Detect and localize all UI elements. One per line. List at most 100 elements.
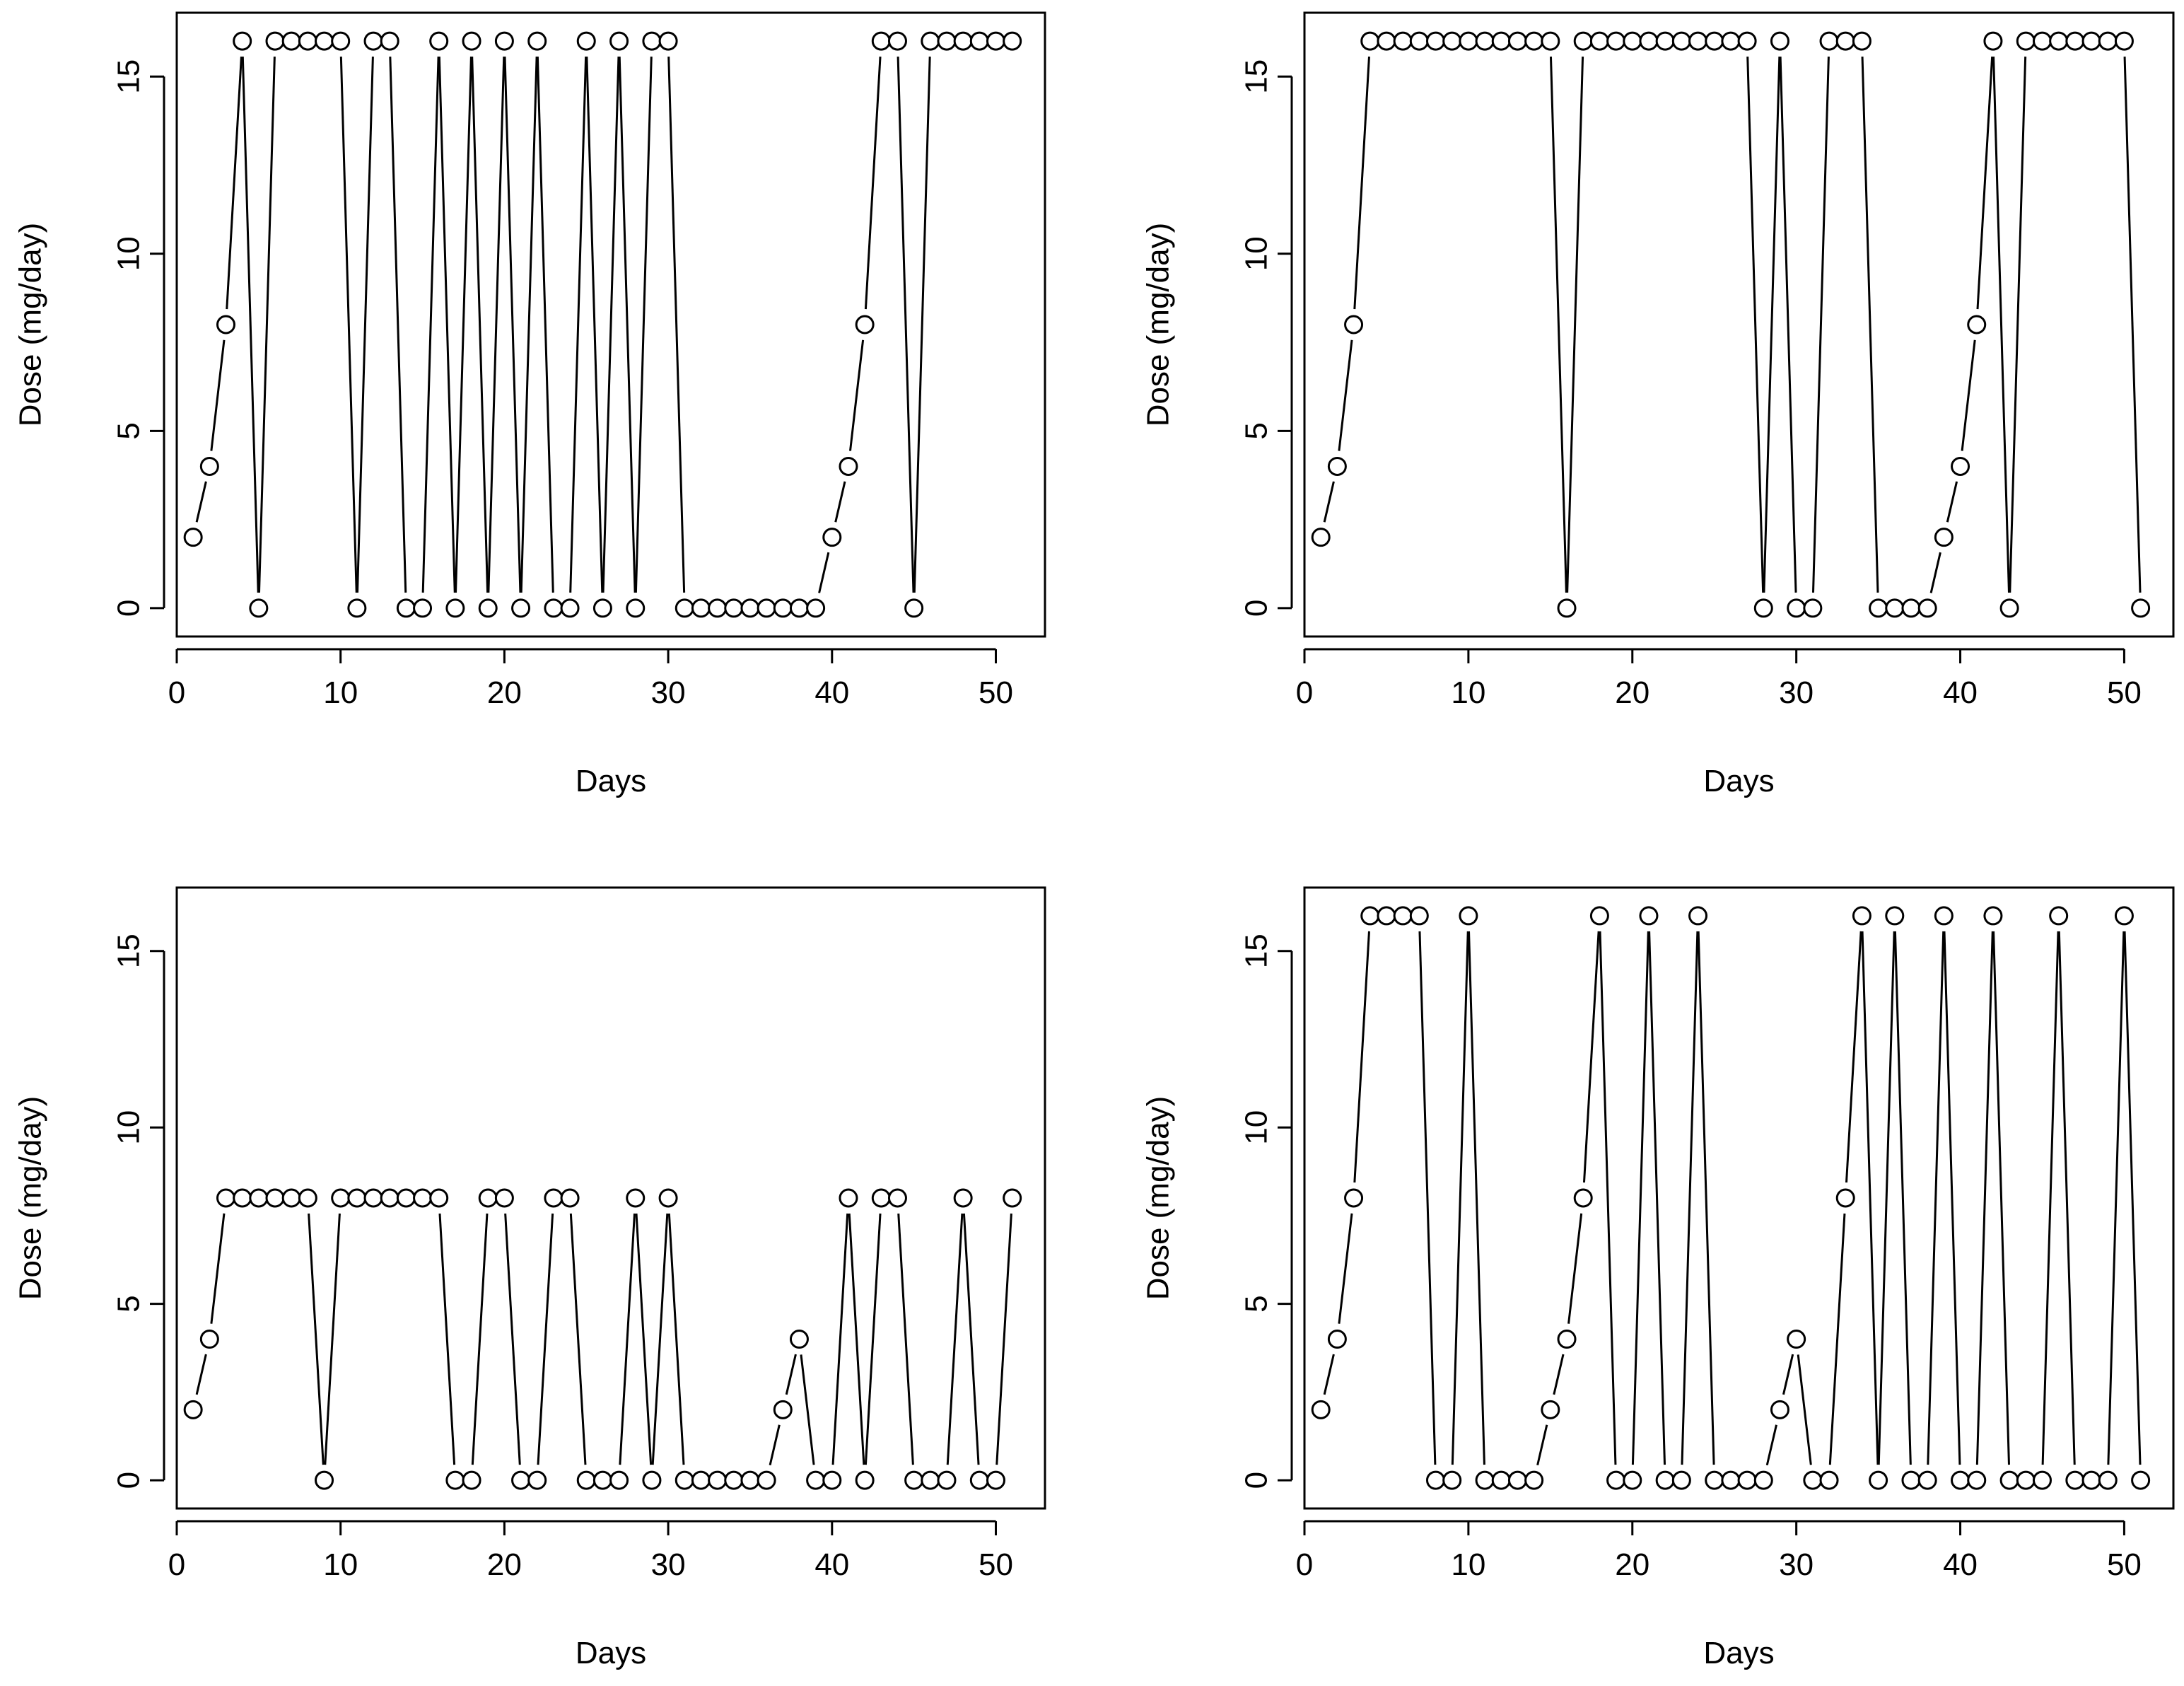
series-line-segment xyxy=(897,1213,914,1465)
data-point xyxy=(986,1470,1005,1490)
data-point xyxy=(658,1188,678,1208)
data-point xyxy=(1753,1470,1773,1490)
data-point xyxy=(1885,598,1905,618)
data-point xyxy=(708,598,728,618)
data-point xyxy=(871,1188,891,1208)
data-point xyxy=(953,31,973,51)
series-line-segment xyxy=(1845,931,1862,1183)
data-point xyxy=(183,1400,203,1419)
data-point xyxy=(724,598,744,618)
series-line-segment xyxy=(389,57,407,593)
data-point xyxy=(1835,31,1855,51)
series-line-segment xyxy=(1338,1213,1353,1324)
data-point xyxy=(1999,598,2019,618)
x-tick-label: 0 xyxy=(1296,675,1313,710)
data-point xyxy=(1344,315,1364,335)
data-point xyxy=(183,528,203,547)
series-line-segment xyxy=(2123,931,2142,1465)
y-tick-label: 10 xyxy=(112,1110,146,1145)
series-line-segment xyxy=(831,1213,849,1465)
series-line-segment xyxy=(585,57,604,593)
x-tick-label: 20 xyxy=(487,1547,522,1582)
data-point xyxy=(576,1470,596,1490)
data-point xyxy=(1983,906,2003,926)
data-point xyxy=(1003,1188,1022,1208)
data-point xyxy=(592,598,612,618)
data-point xyxy=(822,528,842,547)
data-point xyxy=(413,1188,433,1208)
data-point xyxy=(1623,1470,1642,1490)
data-point xyxy=(1311,1400,1331,1419)
x-tick-label: 10 xyxy=(1451,1547,1485,1582)
series-line-segment xyxy=(1765,1424,1777,1466)
series-line-segment xyxy=(1779,57,1797,593)
series-dose xyxy=(1311,906,2151,1490)
data-point xyxy=(789,598,809,618)
data-point xyxy=(1967,315,1987,335)
series-line-segment xyxy=(1763,57,1781,593)
data-point xyxy=(1869,1470,1888,1490)
data-point xyxy=(265,1188,285,1208)
series-line-segment xyxy=(946,1213,964,1465)
y-tick-label: 10 xyxy=(112,236,146,271)
data-point xyxy=(1426,1470,1446,1490)
series-line-segment xyxy=(339,57,358,593)
series-line-segment xyxy=(1811,57,1830,593)
series-line-segment xyxy=(471,1213,489,1465)
series-line-segment xyxy=(356,57,374,593)
x-axis-label: Days xyxy=(576,764,646,798)
series-line-segment xyxy=(241,57,259,593)
x-tick-label: 30 xyxy=(651,675,686,710)
data-point xyxy=(1737,1470,1757,1490)
series-line-segment xyxy=(210,339,226,451)
data-point xyxy=(511,1470,531,1490)
x-tick-label: 30 xyxy=(1779,1547,1814,1582)
data-point xyxy=(757,598,776,618)
y-tick-label: 5 xyxy=(1239,422,1274,439)
y-tick-label: 0 xyxy=(1239,600,1274,617)
series-line-segment xyxy=(487,57,506,593)
data-point xyxy=(757,1470,776,1490)
x-tick-label: 50 xyxy=(979,675,1013,710)
series-line-segment xyxy=(1746,57,1765,593)
series-line-segment xyxy=(1599,931,1617,1465)
series-line-segment xyxy=(536,57,554,593)
chart-panel-top-right: 0 10 20 30 40 50 0 5 10 15 Days Dose (mg/day) xyxy=(1141,11,2175,798)
series-line-segment xyxy=(503,57,522,593)
series-line-segment xyxy=(1418,931,1437,1465)
y-tick-label: 5 xyxy=(112,1295,146,1312)
data-point xyxy=(1934,906,1954,926)
series-line-segment xyxy=(2123,57,2142,593)
data-point xyxy=(1655,31,1675,51)
data-point xyxy=(494,1188,514,1208)
data-point xyxy=(1459,906,1478,926)
data-point xyxy=(396,1188,416,1208)
data-point xyxy=(445,1470,465,1490)
data-point xyxy=(2098,1470,2118,1490)
series-line-segment xyxy=(897,57,915,593)
series-line-segment xyxy=(602,57,620,593)
data-point xyxy=(1721,1470,1741,1490)
y-tick-label: 0 xyxy=(112,1472,146,1489)
data-point xyxy=(363,1188,383,1208)
data-point xyxy=(1688,906,1708,926)
data-point xyxy=(544,1188,563,1208)
data-point xyxy=(740,598,760,618)
series-line-segment xyxy=(1975,931,1994,1465)
data-point xyxy=(1393,906,1413,926)
data-point xyxy=(2016,1470,2036,1490)
series-line-segment xyxy=(619,1213,636,1465)
series-line-segment xyxy=(1697,931,1715,1465)
data-point xyxy=(1671,31,1691,51)
data-point xyxy=(1573,1188,1593,1208)
x-tick-label: 30 xyxy=(651,1547,686,1582)
series-line-segment xyxy=(618,57,636,593)
data-point xyxy=(822,1470,842,1490)
x-axis-label: Days xyxy=(1703,764,1774,798)
series-line-segment xyxy=(818,552,830,593)
series-line-segment xyxy=(785,1354,797,1395)
data-point xyxy=(199,1330,219,1349)
data-point xyxy=(969,1470,989,1490)
data-point xyxy=(1803,598,1823,618)
data-point xyxy=(1344,1188,1364,1208)
